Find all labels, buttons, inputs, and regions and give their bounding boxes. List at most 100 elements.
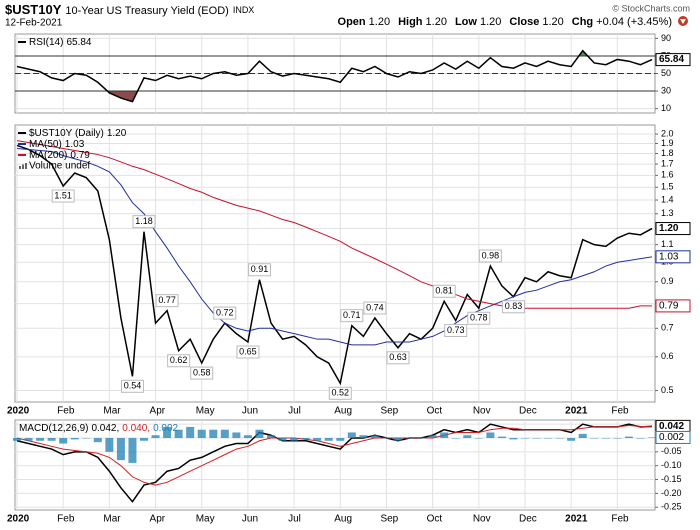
volume-icon bbox=[19, 166, 21, 169]
histogram-bar bbox=[70, 438, 79, 440]
x-tick-label: Apr bbox=[150, 406, 166, 417]
histogram-bar bbox=[532, 438, 541, 439]
x-tick-label: Feb bbox=[57, 406, 75, 417]
histogram-bar bbox=[197, 429, 206, 438]
data-label: 0.83 bbox=[505, 301, 523, 311]
histogram-bar bbox=[359, 435, 368, 438]
quote-value: 1.20 bbox=[542, 16, 563, 28]
legend-entry: RSI(14) 65.84 bbox=[29, 37, 92, 48]
header-date: 12-Feb-2021 bbox=[5, 18, 63, 29]
x-tick-label: Jul bbox=[288, 406, 301, 417]
x-tick-label: Jun bbox=[242, 406, 258, 417]
histogram-bar bbox=[590, 438, 599, 439]
histogram-bar bbox=[128, 438, 137, 463]
histogram-bar bbox=[209, 429, 218, 438]
legend-entry: MA(50) 1.03 bbox=[29, 139, 85, 150]
last-value-label: 1.03 bbox=[659, 251, 679, 262]
x-tick-label: Oct bbox=[427, 406, 443, 417]
histogram-bar bbox=[648, 437, 656, 438]
histogram-bar bbox=[382, 438, 391, 439]
legend-part: 0.002 bbox=[153, 423, 178, 434]
histogram-bar bbox=[324, 438, 333, 441]
histogram-bar bbox=[13, 438, 21, 441]
histogram-bar bbox=[255, 429, 264, 438]
series-line bbox=[16, 147, 653, 346]
histogram-bar bbox=[24, 438, 33, 441]
legend: MACD(12,26,9) 0.042, 0.040, 0.002 bbox=[19, 423, 179, 434]
histogram-bar bbox=[278, 438, 287, 441]
data-label-box bbox=[190, 366, 214, 380]
histogram-bar bbox=[474, 438, 483, 439]
histogram-bar bbox=[243, 435, 252, 438]
histogram-bar bbox=[232, 432, 241, 438]
data-label: 0.73 bbox=[447, 325, 465, 335]
legend-value: 1.03 bbox=[65, 139, 85, 150]
legend-entry: Volume undef bbox=[29, 161, 90, 172]
series-line bbox=[16, 425, 653, 486]
data-label-box bbox=[363, 301, 387, 315]
x-tick-label: Dec bbox=[519, 406, 537, 417]
y-tick-label: 10 bbox=[661, 103, 671, 113]
histogram-bar bbox=[163, 426, 172, 438]
x-tick-label: Nov bbox=[473, 406, 491, 417]
last-value-box bbox=[655, 222, 691, 236]
legend-name: MA(50) bbox=[29, 139, 62, 150]
histogram-bar bbox=[116, 438, 125, 461]
x-tick-label: Sep bbox=[380, 406, 398, 417]
data-label: 0.77 bbox=[158, 295, 176, 305]
panel-frame bbox=[14, 419, 656, 511]
histogram-bar bbox=[544, 438, 553, 439]
quote-label: Open bbox=[338, 16, 366, 28]
x-tick-label: Nov bbox=[473, 514, 491, 525]
x-tick-label: Sep bbox=[380, 514, 398, 525]
histogram-bar bbox=[347, 432, 356, 438]
panel: 2.01.91.81.71.61.51.41.31.21.11.00.90.80… bbox=[7, 124, 691, 417]
legend-part: MACD(12,26,9) bbox=[19, 423, 88, 434]
y-tick-label: 0.5 bbox=[661, 385, 674, 395]
y-tick-label: 0.9 bbox=[661, 276, 674, 286]
quote-value: 1.20 bbox=[369, 16, 390, 28]
x-tick-label: 2020 bbox=[7, 514, 30, 525]
histogram-bar bbox=[613, 438, 622, 439]
histogram-bar bbox=[463, 435, 472, 438]
quote-value: 1.20 bbox=[426, 16, 447, 28]
quote-label: Low bbox=[455, 16, 477, 28]
y-tick-label: -0.15 bbox=[661, 474, 682, 484]
exchange: INDX bbox=[233, 5, 255, 15]
x-tick-label: Aug bbox=[334, 514, 352, 525]
histogram-bar bbox=[82, 438, 91, 439]
histogram-bar bbox=[313, 438, 322, 441]
x-tick-label: 2020 bbox=[7, 406, 30, 417]
data-label-box bbox=[51, 189, 75, 203]
data-label: 0.65 bbox=[239, 346, 257, 356]
series-line bbox=[16, 140, 652, 309]
y-tick-label: -0.25 bbox=[661, 502, 682, 512]
data-label-box bbox=[132, 215, 156, 229]
last-value-box bbox=[655, 250, 691, 264]
histogram-bar bbox=[440, 432, 449, 438]
data-label-box bbox=[120, 379, 144, 393]
histogram-bar bbox=[140, 438, 148, 441]
data-label-box bbox=[167, 354, 191, 368]
data-label: 0.78 bbox=[470, 313, 488, 323]
data-label-box bbox=[213, 306, 237, 320]
data-label-box bbox=[236, 345, 260, 359]
histogram-bar bbox=[301, 438, 310, 440]
histogram-bar bbox=[451, 438, 460, 439]
histogram-bar bbox=[486, 432, 495, 438]
symbol: $UST10Y bbox=[5, 2, 62, 17]
x-tick-label: Mar bbox=[103, 406, 121, 417]
legend-entry: $UST10Y (Daily) 1.20 bbox=[29, 128, 127, 139]
quote-label: High bbox=[398, 16, 423, 28]
data-label: 0.72 bbox=[216, 307, 234, 317]
source: © StockCharts.com bbox=[612, 3, 690, 13]
last-value-box bbox=[655, 299, 691, 313]
quote-label: Chg bbox=[572, 16, 593, 28]
histogram-bar bbox=[405, 438, 414, 439]
x-tick-label: Jun bbox=[242, 514, 258, 525]
x-tick-label: Oct bbox=[427, 514, 443, 525]
histogram-bar bbox=[267, 435, 275, 438]
quote-label: Close bbox=[509, 16, 539, 28]
y-tick-label: 50 bbox=[661, 68, 671, 78]
